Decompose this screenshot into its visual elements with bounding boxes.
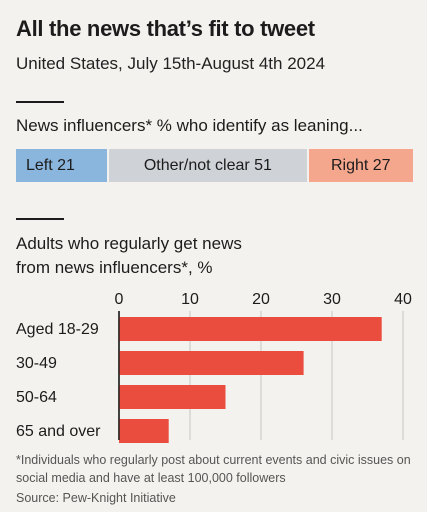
chart-title: All the news that’s fit to tweet bbox=[16, 16, 315, 41]
chart-subtitle: United States, July 15th-August 4th 2024 bbox=[16, 54, 326, 73]
footnote: *Individuals who regularly post about cu… bbox=[16, 453, 411, 485]
category-label: 50-64 bbox=[16, 389, 57, 406]
leaning-left-value: 21 bbox=[57, 156, 75, 174]
bar-chart: 0 10 20 30 40 Aged 18-29 30-49 50-64 65 and over bbox=[16, 291, 412, 443]
x-tick-label: 20 bbox=[252, 291, 270, 308]
category-label: Aged 18-29 bbox=[16, 321, 99, 338]
section-divider bbox=[16, 101, 64, 103]
x-tick-label: 30 bbox=[323, 291, 341, 308]
leaning-stacked-bar: Left 21 Other/not clear 51 Right 27 bbox=[16, 149, 413, 182]
bar bbox=[119, 385, 226, 409]
x-tick-label: 0 bbox=[115, 291, 124, 308]
leaning-segment-other: Other/not clear 51 bbox=[109, 149, 307, 182]
leaning-right-value: 27 bbox=[372, 156, 391, 174]
leaning-other-label: Other/not clear bbox=[143, 156, 250, 174]
bar-chart-title-line-1: Adults who regularly get news bbox=[16, 234, 242, 253]
leaning-segment-left: Left 21 bbox=[16, 149, 108, 182]
leaning-other-value: 51 bbox=[254, 156, 272, 174]
bar-chart-title: Adults who regularly get news from news … bbox=[16, 232, 242, 280]
bar bbox=[119, 351, 304, 375]
section-divider bbox=[16, 218, 64, 220]
leaning-segment-right: Right 27 bbox=[308, 149, 413, 182]
leaning-right-label: Right bbox=[330, 156, 369, 174]
x-tick-label: 10 bbox=[181, 291, 199, 308]
source-note: Source: Pew-Knight Initiative bbox=[16, 491, 176, 505]
leaning-chart-title: News influencers* % who identify as lean… bbox=[16, 116, 363, 135]
x-tick-label: 40 bbox=[394, 291, 412, 308]
bar bbox=[119, 419, 169, 443]
bar-chart-title-line-2: from news influencers*, % bbox=[16, 258, 213, 277]
category-label: 30-49 bbox=[16, 355, 57, 372]
leaning-left-label: Left bbox=[26, 156, 53, 174]
category-label: 65 and over bbox=[16, 423, 101, 440]
bar bbox=[119, 317, 382, 341]
